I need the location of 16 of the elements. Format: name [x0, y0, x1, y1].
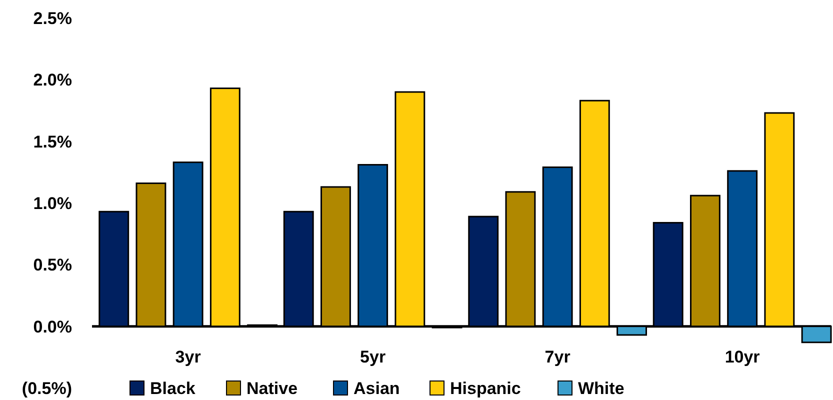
y-tick-label: 0.0% — [33, 317, 72, 336]
x-tick-label: 10yr — [724, 347, 760, 366]
legend-label: Asian — [354, 379, 400, 398]
x-tick-label: 7yr — [544, 347, 571, 366]
legend-label: Hispanic — [450, 379, 521, 398]
legend-label: White — [578, 379, 624, 398]
y-tick-label: 1.0% — [33, 194, 72, 213]
x-tick-label: 3yr — [175, 347, 202, 366]
legend-label: Black — [150, 379, 196, 398]
x-tick-label: 5yr — [360, 347, 386, 366]
y-tick-label: 2.5% — [33, 8, 72, 28]
legend-label: Native — [246, 379, 298, 398]
y-tick-label: 0.5% — [33, 256, 72, 275]
y-tick-label: 1.5% — [33, 132, 72, 152]
y-tick-label: 2.0% — [33, 70, 72, 90]
y-tick-label: (0.5%) — [22, 378, 72, 398]
